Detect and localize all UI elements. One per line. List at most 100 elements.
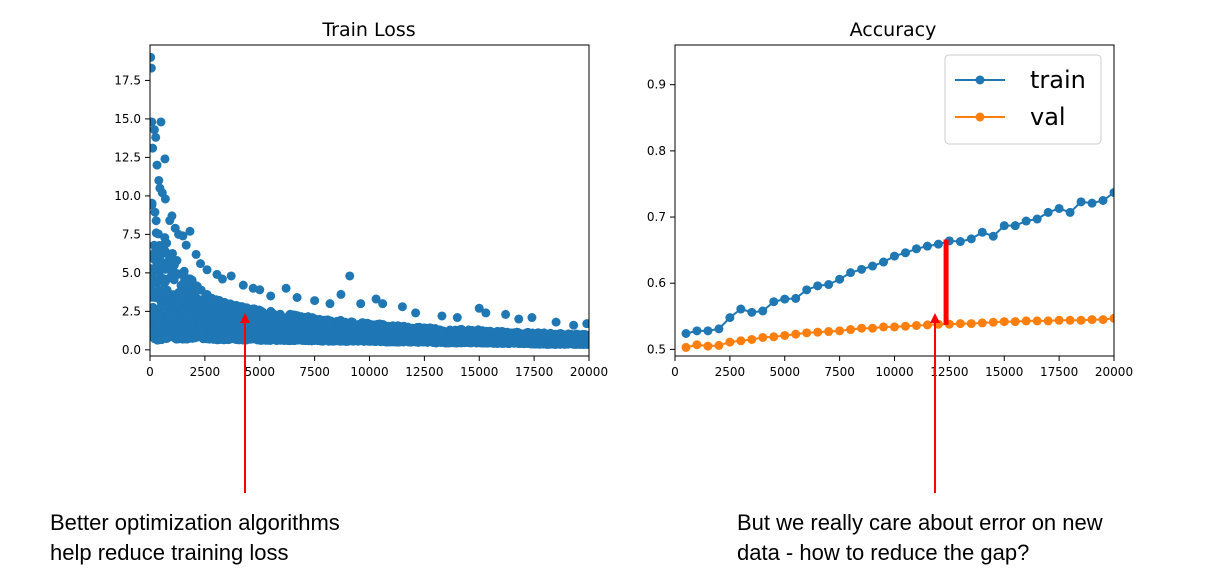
loss-point: [152, 160, 162, 170]
loss-point: [266, 291, 276, 301]
loss-point: [397, 302, 407, 312]
loss-point: [172, 256, 182, 266]
loss-point: [378, 299, 388, 309]
loss-point: [160, 154, 170, 164]
caption-line: data - how to reduce the gap?: [737, 540, 1030, 565]
x-tick-label: 5000: [769, 365, 800, 379]
val-point: [835, 326, 845, 336]
val-point: [769, 332, 779, 342]
loss-point: [281, 283, 291, 293]
x-axis: 0 2500 5000 7500 10000 12500 15000 17500 20000: [671, 356, 1133, 379]
loss-point: [202, 265, 212, 275]
val-point: [846, 325, 856, 335]
loss-point: [551, 317, 561, 327]
x-tick-label: 7500: [824, 365, 855, 379]
val-point: [911, 321, 921, 331]
y-axis: 0.0 2.5 5.0 7.5 10.0 12.5 15.0 17.5: [114, 73, 150, 357]
train-point: [988, 231, 998, 241]
x-tick-label: 20000: [1095, 365, 1133, 379]
train-point: [977, 227, 987, 237]
loss-point: [150, 143, 158, 153]
y-tick-label: 7.5: [122, 227, 141, 241]
train-point: [835, 274, 845, 284]
x-tick-label: 20000: [570, 365, 608, 379]
val-point: [966, 319, 976, 329]
train-point: [900, 248, 910, 258]
y-tick-label: 0.9: [647, 78, 666, 92]
train-point: [791, 293, 801, 303]
loss-point: [185, 226, 195, 236]
loss-point: [191, 249, 201, 259]
train-point: [758, 306, 768, 316]
train-point: [1032, 214, 1042, 224]
val-point: [758, 332, 768, 342]
val-point: [736, 336, 746, 346]
val-point: [714, 340, 724, 350]
loss-point: [181, 240, 191, 250]
loss-point: [150, 117, 157, 127]
chart-title: Accuracy: [850, 19, 937, 41]
loss-point: [226, 271, 236, 281]
loss-point: [527, 313, 537, 323]
val-point: [890, 322, 899, 332]
train-point: [1087, 198, 1097, 208]
loss-point: [150, 63, 156, 73]
val-point: [988, 317, 998, 327]
val-point: [791, 329, 801, 339]
loss-point: [356, 299, 366, 309]
loss-point: [167, 211, 177, 221]
val-point: [955, 319, 965, 329]
train-point: [725, 313, 735, 323]
loss-point: [154, 175, 164, 185]
legend-val-label: val: [1030, 103, 1066, 131]
train-point: [1109, 188, 1114, 198]
loss-point: [255, 285, 265, 295]
train-point: [922, 241, 932, 251]
val-point: [879, 322, 889, 332]
val-point: [868, 323, 878, 333]
train-point: [1043, 207, 1053, 217]
y-tick-label: 0.0: [122, 343, 141, 357]
train-point: [1098, 196, 1108, 205]
loss-point: [336, 289, 346, 299]
train-point: [966, 234, 976, 244]
plot-area: [681, 188, 1114, 352]
loss-point: [514, 314, 524, 324]
loss-point: [151, 216, 161, 226]
train-point: [846, 268, 856, 278]
x-tick-label: 0: [146, 365, 154, 379]
train-point: [911, 244, 921, 254]
train-point: [879, 257, 889, 267]
loss-point: [501, 309, 511, 319]
loss-point: [345, 271, 355, 281]
val-point: [977, 318, 987, 328]
val-point: [900, 321, 910, 331]
loss-point: [584, 330, 589, 340]
train-point: [857, 264, 867, 274]
loss-point: [156, 117, 166, 127]
train-point: [813, 281, 823, 291]
y-tick-label: 0.7: [647, 210, 666, 224]
x-tick-label: 17500: [515, 365, 553, 379]
loss-point: [325, 299, 335, 309]
train-point: [802, 285, 812, 295]
val-point: [813, 327, 823, 337]
loss-point: [371, 294, 381, 304]
train-point: [703, 326, 713, 336]
train-point: [769, 297, 779, 307]
loss-point: [474, 303, 484, 313]
val-point: [1043, 316, 1053, 326]
val-point: [1010, 317, 1020, 327]
train-point: [1076, 197, 1086, 207]
val-point: [1065, 315, 1075, 325]
accuracy-chart: Accuracy 0 2500 5000 7500 10000 12500 15000 175…: [647, 19, 1133, 379]
val-point: [692, 340, 702, 350]
loss-point: [151, 132, 161, 142]
val-point: [824, 327, 834, 337]
loss-point: [310, 296, 320, 306]
val-point: [780, 330, 790, 340]
train-point: [1054, 203, 1064, 213]
val-point: [857, 323, 867, 333]
train-point: [780, 294, 790, 304]
